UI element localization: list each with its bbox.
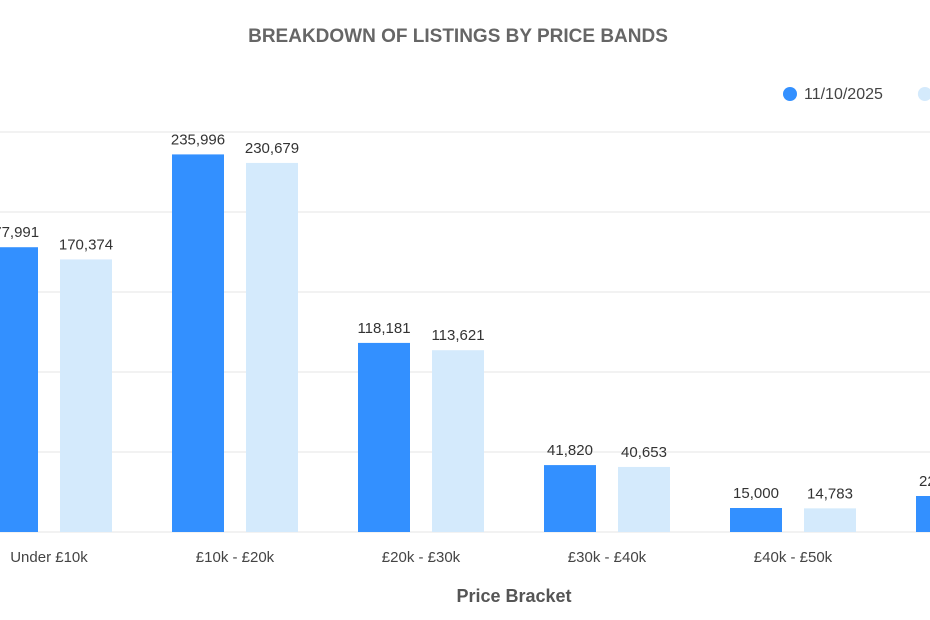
- bar: [60, 259, 112, 532]
- x-tick-label: £30k - £40k: [568, 549, 647, 566]
- bar: [246, 162, 298, 532]
- legend-marker: [783, 87, 797, 101]
- x-tick-label: £40k - £50k: [754, 549, 833, 566]
- bar: [358, 342, 410, 532]
- bar: [804, 508, 856, 532]
- bar: [916, 496, 930, 532]
- value-label: 15,000: [733, 485, 779, 502]
- chart-title: BREAKDOWN OF LISTINGS BY PRICE BANDS: [248, 26, 668, 47]
- bar: [0, 247, 38, 532]
- value-label: 113,621: [431, 327, 484, 344]
- legend-label: 11/10/2025: [804, 86, 883, 103]
- value-label: 41,820: [547, 442, 593, 459]
- bar: [432, 350, 484, 532]
- bar: [618, 466, 670, 532]
- value-label: 118,181: [357, 320, 410, 337]
- value-label: 230,679: [245, 140, 299, 157]
- value-label: 177,991: [0, 224, 39, 241]
- bar: [544, 465, 596, 532]
- legend-marker: [917, 87, 930, 101]
- value-label: 40,653: [621, 444, 667, 461]
- x-axis-title: Price Bracket: [456, 586, 571, 606]
- bar: [172, 154, 224, 532]
- x-tick-label: £20k - £30k: [382, 549, 461, 566]
- bar: [730, 508, 782, 532]
- value-label: 14,783: [807, 485, 853, 502]
- value-label: 235,996: [171, 131, 225, 148]
- value-label: 170,374: [59, 236, 113, 253]
- x-tick-label: £10k - £20k: [196, 549, 275, 566]
- value-label: 22,500: [919, 473, 930, 490]
- x-tick-label: Under £10k: [10, 549, 88, 566]
